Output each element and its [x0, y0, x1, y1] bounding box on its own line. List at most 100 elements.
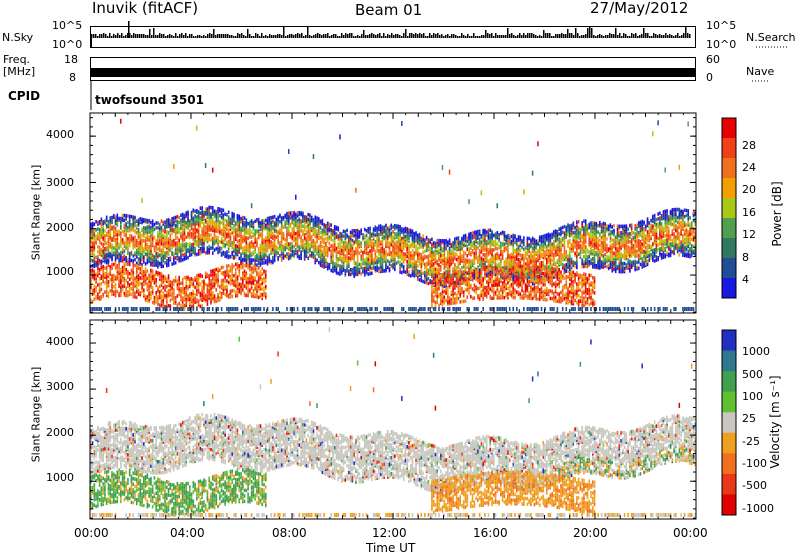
- rti-cell: [208, 206, 210, 210]
- rti-cell: [332, 244, 334, 248]
- rti-cell: [240, 231, 242, 235]
- rti-cell: [117, 241, 119, 245]
- rti-cell: [120, 225, 122, 229]
- rti-cell: [456, 297, 458, 301]
- rti-cell: [440, 254, 442, 258]
- rti-cell: [325, 247, 327, 251]
- rti-cell: [200, 224, 202, 228]
- rti-cell: [421, 243, 423, 247]
- noise-bar: [613, 34, 615, 38]
- rti-cell: [261, 267, 263, 271]
- rti-cell: [237, 290, 239, 294]
- rti-cell: [173, 301, 175, 305]
- rti-cell: [428, 238, 430, 242]
- rti-cell: [124, 249, 126, 253]
- noise-bar: [683, 33, 685, 38]
- rti-cell: [113, 235, 115, 239]
- rti-cell: [217, 278, 219, 282]
- noise-bar: [527, 33, 529, 38]
- rti-cell: [454, 284, 456, 288]
- rti-cell: [403, 265, 405, 269]
- rti-cell: [94, 239, 96, 243]
- rti-cell: [329, 263, 331, 267]
- rti-cell: [390, 243, 392, 247]
- rti-cell: [92, 241, 94, 245]
- rti-cell: [385, 250, 387, 254]
- rti-cell: [417, 250, 419, 254]
- rti-cell: [249, 268, 251, 272]
- rti-cell: [201, 280, 203, 284]
- rti-cell: [369, 307, 371, 311]
- noise-bar: [641, 34, 643, 38]
- rti-cell: [102, 243, 104, 247]
- rti-cell: [152, 223, 154, 227]
- rti-cell: [136, 255, 138, 259]
- rti-cell: [125, 307, 127, 311]
- rti-cell: [170, 280, 172, 284]
- rti-cell: [175, 216, 177, 220]
- rti-cell: [131, 223, 133, 227]
- rti-cell: [154, 262, 156, 266]
- noise-bar: [441, 34, 443, 38]
- rti-cell: [113, 274, 115, 278]
- rti-cell: [302, 218, 304, 222]
- rti-cell: [323, 230, 325, 234]
- rti-cell: [113, 214, 115, 218]
- rti-cell: [327, 267, 329, 271]
- rti-cell: [458, 286, 460, 290]
- rti-cell: [263, 224, 265, 228]
- noise-bar: [111, 36, 113, 38]
- rti-cell: [380, 258, 382, 262]
- rti-cell: [445, 244, 447, 248]
- rti-cell: [189, 229, 191, 233]
- rti-cell: [350, 231, 352, 235]
- rti-cell: [143, 229, 145, 233]
- rti-cell: [322, 222, 324, 226]
- rti-cell: [323, 249, 325, 253]
- rti-cell: [231, 215, 233, 219]
- rti-cell: [115, 262, 117, 266]
- rti-cell: [357, 229, 359, 233]
- rti-cell: [212, 225, 214, 229]
- rti-cell: [449, 296, 451, 300]
- rti-cell: [205, 283, 207, 287]
- rti-cell: [322, 229, 324, 233]
- rti-cell: [203, 307, 205, 311]
- rti-cell: [284, 254, 286, 258]
- rti-cell: [438, 239, 440, 243]
- rti-cell: [111, 253, 113, 257]
- rti-cell: [352, 229, 354, 233]
- rti-cell: [238, 288, 240, 292]
- rti-cell: [228, 235, 230, 239]
- rti-cell: [212, 212, 214, 216]
- rti-cell: [422, 234, 424, 238]
- rti-cell: [286, 226, 288, 230]
- rti-cell: [283, 232, 285, 236]
- rti-cell: [373, 235, 375, 239]
- rti-cell: [322, 240, 324, 244]
- rti-cell: [436, 282, 438, 286]
- noise-bar: [449, 36, 451, 38]
- rti-cell: [339, 307, 341, 311]
- rti-cell: [240, 217, 242, 221]
- rti-cell: [113, 230, 115, 234]
- rti-cell: [224, 243, 226, 247]
- rti-cell: [224, 230, 226, 234]
- noise-bar: [295, 34, 297, 38]
- rti-cell: [191, 232, 193, 236]
- rti-cell: [263, 219, 265, 223]
- noise-bar: [611, 34, 613, 38]
- rti-cell: [210, 220, 212, 224]
- rti-cell: [122, 266, 124, 270]
- rti-cell: [307, 221, 309, 225]
- rti-cell: [431, 281, 433, 285]
- noise-bar: [167, 35, 169, 38]
- rti-cell: [396, 224, 398, 228]
- noise-bar: [159, 33, 161, 38]
- rti-cell: [194, 276, 196, 280]
- rti-cell: [108, 244, 110, 248]
- rti-cell: [353, 250, 355, 254]
- rti-cell: [417, 237, 419, 241]
- rti-cell: [235, 231, 237, 235]
- rti-cell: [136, 275, 138, 279]
